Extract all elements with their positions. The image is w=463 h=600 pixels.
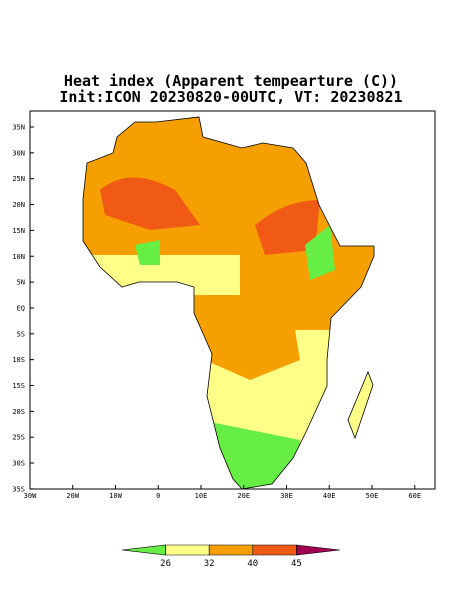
lat-label: 35N: [12, 124, 25, 132]
map-frame: [29, 110, 436, 490]
lat-label: 30S: [12, 460, 25, 468]
lat-label: 35S: [12, 485, 25, 493]
colorbar-label: 26: [160, 559, 171, 569]
title: Init:ICON 20230820-00UTC, VT: 20230821: [59, 88, 402, 106]
colorbar-label: 45: [291, 559, 302, 569]
colorbar-segment: [121, 544, 166, 556]
lat-label: 10N: [12, 253, 25, 261]
lat-label: 25S: [12, 434, 25, 442]
lat-label: 10S: [12, 356, 25, 364]
africa: [83, 117, 374, 489]
lon-label: 10W: [109, 492, 122, 500]
lon-label: 30E: [280, 492, 293, 500]
lon-label: 10E: [195, 492, 208, 500]
lat-label: 15S: [12, 382, 25, 390]
colorbar-label: 40: [247, 559, 258, 569]
lon-label: 50E: [366, 492, 379, 500]
lon-label: 40E: [323, 492, 336, 500]
lat-label: 20N: [12, 201, 25, 209]
colorbar-segment: [165, 544, 210, 556]
lat-label: 25N: [12, 175, 25, 183]
lat-label: 5S: [17, 330, 25, 338]
madagascar: [347, 370, 374, 440]
lat-label: 5N: [17, 279, 25, 287]
lon-label: 60E: [408, 492, 421, 500]
lon-label: 30W: [24, 492, 37, 500]
lat-label: 30N: [12, 149, 25, 157]
lat-label: 20S: [12, 408, 25, 416]
lon-label: 20E: [237, 492, 250, 500]
colorbar-segment: [208, 544, 254, 556]
title: Heat index (Apparent tempearture (C)): [64, 72, 398, 90]
lat-label: EQ: [17, 304, 25, 312]
colorbar-segment: [252, 544, 297, 556]
lon-label: 20W: [66, 492, 79, 500]
colorbar-segment: [296, 544, 341, 556]
lon-label: 0: [156, 492, 160, 500]
colorbar-label: 32: [204, 559, 215, 569]
lat-label: 15N: [12, 227, 25, 235]
coastline: [82, 116, 375, 490]
